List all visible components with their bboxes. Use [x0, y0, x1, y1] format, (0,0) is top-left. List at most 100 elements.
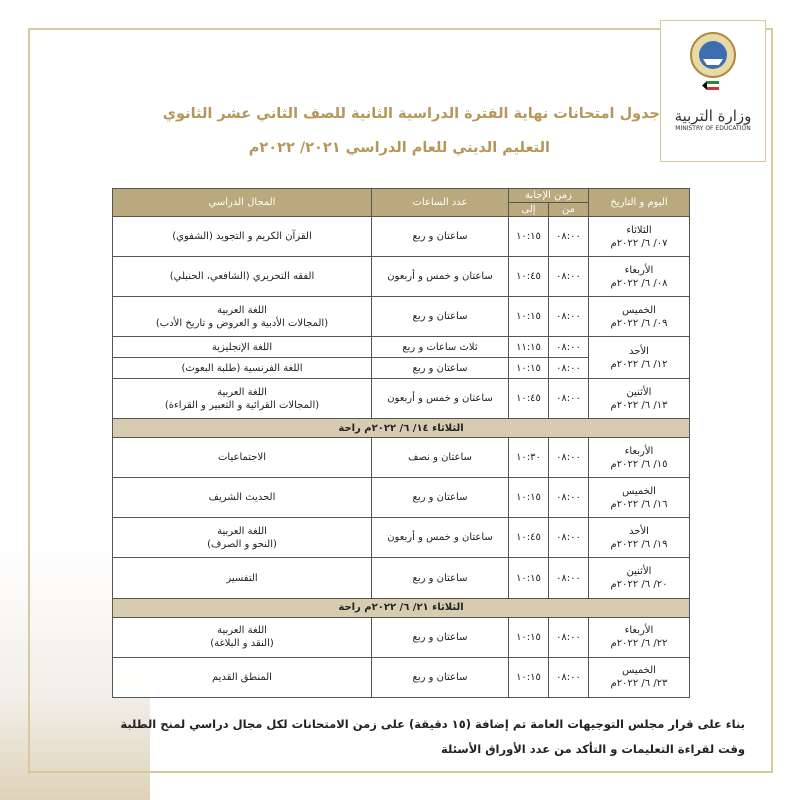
frame [28, 28, 773, 773]
logo-name: وزارة التربية [674, 107, 752, 125]
day-date: ١٢/ ٦/ ٢٠٢٢م [610, 358, 668, 370]
day-cell: الأحد ١٢/ ٦/ ٢٠٢٢م [588, 336, 690, 379]
subject-cell: اللغة الإنجليزية [112, 336, 372, 359]
header-to: إلى [508, 202, 549, 217]
day-date: ٢٣/ ٦/ ٢٠٢٢م [610, 678, 668, 690]
day-cell: الأربعاء ٠٨/ ٦/ ٢٠٢٢م [588, 256, 690, 298]
logo-name-en: MINISTRY OF EDUCATION [675, 125, 751, 132]
subject-cell: القرآن الكريم و التجويد (الشفوي) [112, 215, 372, 258]
hours-cell: ساعتان و خمس و أربعون [371, 517, 509, 559]
subject-line: اللغة الفرنسية (طلبة البعوث) [181, 362, 303, 374]
header-from: من [548, 202, 589, 217]
exam-row: الأربعاء ١٥/ ٦/ ٢٠٢٢م ٠٨:٠٠ ١٠:٣٠ ساعتان و ن… [112, 437, 690, 479]
header-time: زمن الإجابة [508, 188, 589, 203]
subject-line: اللغة العربية [217, 304, 267, 316]
day-date: ١٩/ ٦/ ٢٠٢٢م [610, 538, 668, 550]
to-cell: ١٠:٤٥ [508, 377, 549, 420]
hours-cell: ساعتان و ربع [371, 357, 509, 379]
subject-cell: اللغة العربية (النحو و الصرف) [112, 517, 372, 559]
subject-line: الحديث الشريف [208, 492, 276, 504]
day-date: ٢٢/ ٦/ ٢٠٢٢م [610, 638, 668, 650]
header-hours: عدد الساعات [371, 188, 509, 217]
subject-line: اللغة العربية [217, 625, 267, 637]
day-cell: الأربعاء ٢٢/ ٦/ ٢٠٢٢م [588, 616, 690, 658]
from-cell: ٠٨:٠٠ [548, 377, 589, 420]
to-cell: ١٠:١٥ [508, 296, 549, 338]
to-cell: ١٠:٤٥ [508, 256, 549, 298]
subtitle: التعليم الديني للعام الدراسي ٢٠٢١/ ٢٠٢٢م [248, 140, 550, 156]
hours-cell: ساعتان و ربع [371, 557, 509, 599]
from-cell: ٠٨:٠٠ [548, 296, 589, 338]
rest-cell: الثلاثاء ٢١/ ٦/ ٢٠٢٢م راحة [112, 597, 690, 618]
day-name: الأثنين [626, 386, 652, 398]
to-cell: ١٠:١٥ [508, 357, 549, 379]
exam-row: الثلاثاء ٠٧/ ٦/ ٢٠٢٢م ٠٨:٠٠ ١٠:١٥ ساعتان و ر… [112, 215, 690, 258]
to-cell: ١٠:١٥ [508, 477, 549, 519]
to-cell: ١٠:١٥ [508, 557, 549, 599]
subject-line: اللغة الإنجليزية [211, 341, 273, 353]
hours-cell: ساعتان و خمس و أربعون [371, 256, 509, 298]
subject-cell: التفسير [112, 557, 372, 599]
day-name: الثلاثاء [626, 224, 652, 236]
subject-line: المنطق القديم [212, 671, 272, 683]
subject-line: (المجالات الأدبية و العروض و تاريخ الأدب… [155, 317, 329, 329]
footer-line: بناء على قرار مجلس التوجيهات العامة تم إ… [120, 717, 745, 731]
subject-line: (المجالات القرائية و التعبير و القراءة) [164, 399, 320, 411]
hours-cell: ساعتان و ربع [371, 477, 509, 519]
exam-row: الأحد ١٢/ ٦/ ٢٠٢٢م ٠٨:٠٠ ١١:١٥ ثلاث ساعات و … [112, 336, 690, 379]
subject-cell: الحديث الشريف [112, 477, 372, 519]
day-name: الأحد [629, 525, 649, 537]
from-cell: ٠٨:٠٠ [548, 357, 589, 379]
title: جدول امتحانات نهاية الفترة الدراسية الثا… [162, 106, 660, 122]
from-cell: ٠٨:٠٠ [548, 557, 589, 599]
exam-row: الخميس ٢٣/ ٦/ ٢٠٢٢م ٠٨:٠٠ ١٠:١٥ ساعتان و ربع… [112, 656, 690, 699]
subject-line: القرآن الكريم و التجويد (الشفوي) [172, 231, 312, 243]
day-cell: الخميس ٢٣/ ٦/ ٢٠٢٢م [588, 656, 690, 699]
hours-cell: ساعتان و ربع [371, 616, 509, 658]
subject-line: (النحو و الصرف) [207, 538, 277, 550]
hours-cell: ساعتان و ربع [371, 215, 509, 258]
to-cell: ١٠:١٥ [508, 656, 549, 699]
subject-line: الاجتماعيات [218, 452, 266, 464]
day-name: الأحد [629, 345, 649, 357]
day-date: ١٣/ ٦/ ٢٠٢٢م [610, 399, 668, 411]
subject-cell: اللغة العربية (المجالات الأدبية و العروض … [112, 296, 372, 338]
subject-cell: اللغة العربية (النقد و البلاغة) [112, 616, 372, 658]
day-cell: الثلاثاء ٠٧/ ٦/ ٢٠٢٢م [588, 215, 690, 258]
to-cell: ١١:١٥ [508, 336, 549, 359]
header-day: اليوم و التاريخ [588, 188, 690, 217]
day-cell: الخميس ١٦/ ٦/ ٢٠٢٢م [588, 477, 690, 519]
day-name: الخميس [622, 665, 656, 677]
day-cell: الأربعاء ١٥/ ٦/ ٢٠٢٢م [588, 437, 690, 479]
day-cell: الخميس ٠٩/ ٦/ ٢٠٢٢م [588, 296, 690, 338]
hours-cell: ساعتان و نصف [371, 437, 509, 479]
subject-cell: اللغة العربية (المجالات القرائية و التعبي… [112, 377, 372, 420]
day-cell: الأثنين ١٣/ ٦/ ٢٠٢٢م [588, 377, 690, 420]
day-name: الأربعاء [624, 264, 654, 276]
exam-row: الأثنين ١٣/ ٦/ ٢٠٢٢م ٠٨:٠٠ ١٠:٤٥ ساعتان و خم… [112, 377, 690, 420]
rest-row: الثلاثاء ١٤/ ٦/ ٢٠٢٢م راحة [112, 418, 690, 439]
from-cell: ٠٨:٠٠ [548, 256, 589, 298]
hours-cell: ساعتان و خمس و أربعون [371, 377, 509, 420]
subject-line: الفقه التحريري (الشافعي، الحنبلي) [169, 271, 315, 283]
day-name: الخميس [622, 485, 656, 497]
exam-row: ٠٨:٠٠ ١٠:١٥ ساعتان و ربع اللغة الفرنسية (طل… [112, 357, 690, 379]
exam-row: الأربعاء ٢٢/ ٦/ ٢٠٢٢م ٠٨:٠٠ ١٠:١٥ ساعتان و ر… [112, 616, 690, 658]
subject-cell: المنطق القديم [112, 656, 372, 699]
hours-cell: ساعتان و ربع [371, 656, 509, 699]
day-date: ٠٧/ ٦/ ٢٠٢٢م [610, 237, 668, 249]
day-name: الخميس [622, 304, 656, 316]
day-cell: الأثنين ٢٠/ ٦/ ٢٠٢٢م [588, 557, 690, 599]
subject-cell: الفقه التحريري (الشافعي، الحنبلي) [112, 256, 372, 298]
subject-line: اللغة العربية [217, 525, 267, 537]
from-cell: ٠٨:٠٠ [548, 517, 589, 559]
hours-cell: ساعتان و ربع [371, 296, 509, 338]
subject-line: (النقد و البلاغة) [210, 638, 274, 650]
to-cell: ١٠:٤٥ [508, 517, 549, 559]
schedule-table: اليوم و التاريخ زمن الإجابة عدد الساعات … [112, 188, 690, 699]
from-cell: ٠٨:٠٠ [548, 336, 589, 359]
to-cell: ١٠:١٥ [508, 215, 549, 258]
emblem [690, 32, 736, 90]
exam-row: الأحد ١٩/ ٦/ ٢٠٢٢م ٠٨:٠٠ ١٠:٤٥ ساعتان و خمس … [112, 517, 690, 559]
